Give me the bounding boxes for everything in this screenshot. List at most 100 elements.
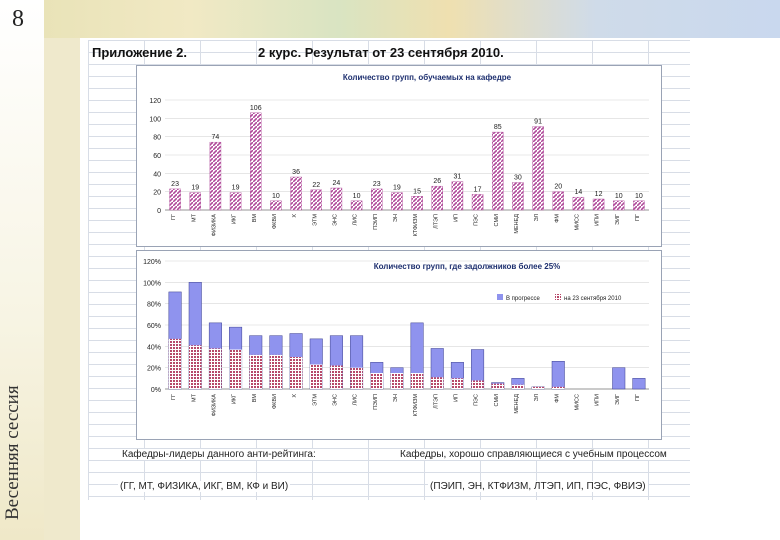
chart1-category-label: МИСС: [574, 214, 580, 231]
chart2-category-label: МИСС: [574, 394, 580, 411]
chart1-bar: [451, 181, 464, 211]
chart2-bar-progress: [612, 367, 626, 390]
chart1-category-label: ПЭС: [474, 214, 480, 226]
chart1-category-label: СМИ: [494, 214, 500, 226]
chart1-bar: [250, 112, 262, 211]
chart1-value-label: 10: [615, 193, 623, 200]
chart1-bar: [391, 192, 403, 211]
chart2-category-label: ЭЛ: [534, 394, 540, 402]
chart2-category-label: МЕНЕД: [514, 394, 520, 414]
chart1-bar: [189, 192, 201, 211]
chart1-category-label: ЛТЭП: [433, 214, 439, 229]
chart1-value-label: 10: [272, 193, 280, 200]
chart2-bar-date: [451, 378, 464, 389]
chart2-category-label: ФМ: [554, 394, 560, 403]
chart1-bar: [229, 192, 242, 211]
chart1-value-label: 20: [554, 184, 562, 191]
slide-number: 8: [12, 6, 24, 32]
chart1-category-label: ЭТМ: [312, 214, 318, 226]
chart1-value-label: 36: [292, 169, 300, 176]
chart1-bar: [310, 189, 322, 211]
chart2-ytick-label: 100%: [143, 280, 161, 287]
chart2-category-label: ВМ: [252, 394, 258, 403]
chart2-bar-date: [511, 384, 525, 389]
chart1-category-label: МТ: [191, 213, 197, 222]
chart2-category-label: ФКВИ: [272, 394, 278, 409]
chart2-bar-date: [531, 386, 545, 389]
chart2-category-label: ИП: [453, 394, 459, 402]
chart1-value-label: 26: [433, 178, 441, 185]
chart1-value-label: 10: [635, 193, 643, 200]
chart1-value-label: 106: [250, 105, 262, 112]
chart1-bar: [270, 200, 282, 211]
chart2-bar-date: [491, 383, 505, 389]
chart1-category-label: ИПИ: [595, 214, 601, 226]
chart2-ytick-label: 20%: [147, 366, 161, 373]
chart1-value-label: 23: [171, 181, 179, 188]
chart2-legend-swatch-progress: [497, 294, 503, 300]
leaders-label: Кафедры-лидеры данного анти-рейтинга:: [120, 449, 318, 460]
chart2-category-label: ЭТМ: [312, 394, 318, 406]
chart1-value-label: 17: [474, 186, 482, 193]
chart2-bar-date: [209, 348, 222, 389]
debtors-chart-canvas: Количество групп, где задолжников более …: [143, 259, 649, 416]
chart1-bar: [633, 200, 645, 211]
chart2-title: Количество групп, где задолжников более …: [374, 262, 561, 271]
chart2-ytick-label: 40%: [147, 344, 161, 351]
chart1-category-label: ЭН: [393, 214, 399, 222]
chart1-value-label: 91: [534, 119, 542, 126]
chart1-bar: [209, 141, 222, 211]
chart1-value-label: 19: [232, 185, 240, 192]
groups-chart[interactable]: Количество групп, обучаемых на кафедре 0 2…: [136, 65, 662, 247]
chart2-category-label: ГГ: [171, 394, 177, 400]
chart2-bar-date: [370, 373, 384, 389]
chart1-bar: [330, 187, 343, 211]
appendix-heading: Приложение 2.: [92, 45, 187, 60]
chart1-category-label: ЭНС: [332, 214, 338, 226]
chart2-bar-date: [551, 386, 565, 389]
chart2-ytick-label: 120%: [143, 259, 161, 266]
chart1-category-label: ИКГ: [232, 214, 238, 224]
slide-top-decoration: [44, 0, 780, 38]
chart2-category-label: ЛИС: [353, 394, 359, 406]
result-heading: 2 курс. Результат от 23 сентября 2010.: [258, 45, 504, 60]
chart1-category-label: ЭИГ: [615, 214, 621, 225]
chart1-bar: [431, 185, 443, 211]
chart2-legend-swatch-date: [555, 294, 561, 300]
chart1-ytick-label: 60: [153, 153, 161, 160]
chart2-bar-date: [330, 365, 343, 389]
chart1-bar: [572, 196, 585, 211]
chart1-category-label: ГГ: [171, 214, 177, 220]
chart2-bar-progress: [632, 378, 646, 390]
chart1-category-label: ПГ: [635, 214, 641, 221]
chart1-value-label: 30: [514, 175, 522, 182]
chart1-category-label: ЛИС: [353, 214, 359, 226]
chart1-category-label: ПЭИП: [373, 214, 379, 230]
chart1-category-label: Х: [292, 214, 298, 218]
chart1-value-label: 24: [333, 180, 341, 187]
chart1-category-label: ВМ: [252, 214, 258, 223]
chart1-bar: [290, 176, 302, 211]
chart1-bar: [613, 200, 625, 211]
chart2-bar-date: [188, 345, 202, 389]
chart1-value-label: 85: [494, 124, 502, 131]
chart1-bar: [492, 131, 504, 211]
chart1-category-label: ИП: [453, 214, 459, 222]
chart2-bar-date: [410, 373, 424, 389]
chart2-bar-date: [430, 377, 444, 389]
chart2-bar-date: [289, 357, 303, 389]
chart2-category-label: СМИ: [494, 394, 500, 406]
good-departments-list: (ПЭИП, ЭН, КТФИЗМ, ЛТЭП, ИП, ПЭС, ФВИЭ): [428, 481, 648, 492]
chart1-ytick-label: 100: [149, 116, 161, 123]
chart2-category-label: Х: [292, 394, 298, 398]
chart1-bar: [532, 126, 544, 211]
leaders-list: (ГГ, МТ, ФИЗИКА, ИКГ, ВМ, КФ и ВИ): [118, 481, 291, 492]
slide-vertical-title: Весенняя сессия: [2, 385, 23, 520]
debtors-chart[interactable]: Количество групп, где задолжников более …: [136, 250, 662, 440]
chart2-ytick-label: 80%: [147, 302, 161, 309]
chart1-bar: [512, 182, 524, 211]
chart2-bar-date: [249, 354, 263, 389]
chart2-bar-date: [390, 373, 404, 389]
chart2-legend-label-date: на 23 сентября 2010: [564, 296, 622, 302]
chart2-bar-date: [309, 364, 323, 389]
